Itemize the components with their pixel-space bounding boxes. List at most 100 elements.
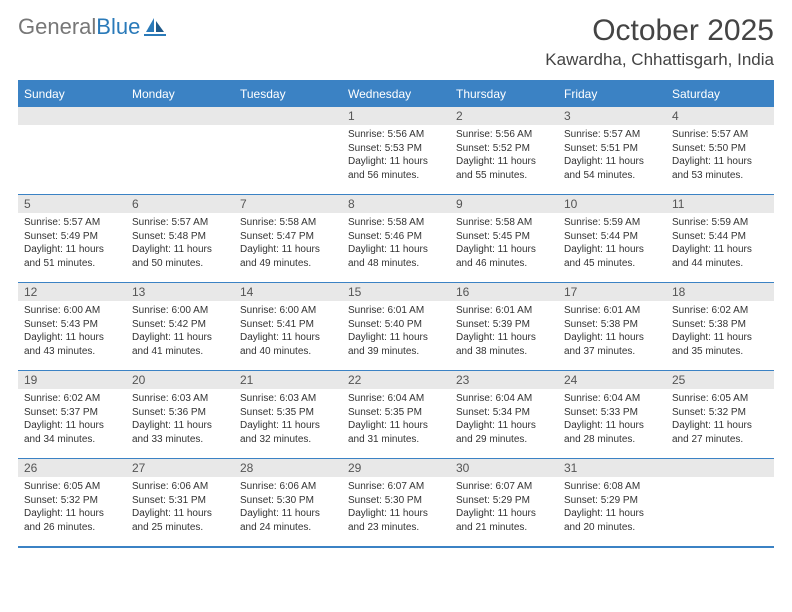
day-number: 22 [342,371,450,389]
calendar-day-cell [126,107,234,195]
sunset-text: Sunset: 5:45 PM [456,230,552,244]
sunset-text: Sunset: 5:32 PM [24,494,120,508]
daylight-text: Daylight: 11 hours and 44 minutes. [672,243,768,270]
day-details: Sunrise: 6:04 AMSunset: 5:34 PMDaylight:… [450,389,558,450]
sunset-text: Sunset: 5:38 PM [672,318,768,332]
day-number: 28 [234,459,342,477]
sunset-text: Sunset: 5:52 PM [456,142,552,156]
day-details: Sunrise: 6:06 AMSunset: 5:31 PMDaylight:… [126,477,234,538]
daylight-text: Daylight: 11 hours and 45 minutes. [564,243,660,270]
sunset-text: Sunset: 5:51 PM [564,142,660,156]
sunrise-text: Sunrise: 5:58 AM [348,216,444,230]
daylight-text: Daylight: 11 hours and 49 minutes. [240,243,336,270]
day-number: 16 [450,283,558,301]
day-number: 4 [666,107,774,125]
day-number: 15 [342,283,450,301]
calendar-day-cell: 7Sunrise: 5:58 AMSunset: 5:47 PMDaylight… [234,195,342,283]
day-details: Sunrise: 6:03 AMSunset: 5:36 PMDaylight:… [126,389,234,450]
day-details: Sunrise: 5:57 AMSunset: 5:51 PMDaylight:… [558,125,666,186]
day-header: Thursday [450,81,558,107]
sunrise-text: Sunrise: 6:02 AM [24,392,120,406]
day-number: 7 [234,195,342,213]
day-number: 26 [18,459,126,477]
daylight-text: Daylight: 11 hours and 32 minutes. [240,419,336,446]
daylight-text: Daylight: 11 hours and 38 minutes. [456,331,552,358]
sunset-text: Sunset: 5:50 PM [672,142,768,156]
calendar-table: SundayMondayTuesdayWednesdayThursdayFrid… [18,80,774,548]
sunrise-text: Sunrise: 6:02 AM [672,304,768,318]
calendar-day-cell: 15Sunrise: 6:01 AMSunset: 5:40 PMDayligh… [342,283,450,371]
sunrise-text: Sunrise: 6:07 AM [456,480,552,494]
sunset-text: Sunset: 5:35 PM [348,406,444,420]
sunset-text: Sunset: 5:41 PM [240,318,336,332]
day-number [18,107,126,125]
daylight-text: Daylight: 11 hours and 26 minutes. [24,507,120,534]
sunrise-text: Sunrise: 6:04 AM [456,392,552,406]
day-header: Sunday [18,81,126,107]
sunset-text: Sunset: 5:33 PM [564,406,660,420]
calendar-week-row: 5Sunrise: 5:57 AMSunset: 5:49 PMDaylight… [18,195,774,283]
sunset-text: Sunset: 5:46 PM [348,230,444,244]
sunrise-text: Sunrise: 5:56 AM [348,128,444,142]
day-number: 24 [558,371,666,389]
day-details: Sunrise: 6:01 AMSunset: 5:39 PMDaylight:… [450,301,558,362]
calendar-week-row: 19Sunrise: 6:02 AMSunset: 5:37 PMDayligh… [18,371,774,459]
day-details: Sunrise: 5:59 AMSunset: 5:44 PMDaylight:… [666,213,774,274]
daylight-text: Daylight: 11 hours and 31 minutes. [348,419,444,446]
sunrise-text: Sunrise: 6:03 AM [132,392,228,406]
day-header: Saturday [666,81,774,107]
calendar-day-cell: 30Sunrise: 6:07 AMSunset: 5:29 PMDayligh… [450,459,558,547]
calendar-day-cell [666,459,774,547]
calendar-day-cell: 5Sunrise: 5:57 AMSunset: 5:49 PMDaylight… [18,195,126,283]
sunrise-text: Sunrise: 6:04 AM [564,392,660,406]
logo-text-blue: Blue [96,14,140,40]
day-details: Sunrise: 6:00 AMSunset: 5:43 PMDaylight:… [18,301,126,362]
month-title: October 2025 [545,14,774,48]
day-number: 20 [126,371,234,389]
day-details: Sunrise: 6:04 AMSunset: 5:33 PMDaylight:… [558,389,666,450]
sunset-text: Sunset: 5:37 PM [24,406,120,420]
calendar-day-cell: 1Sunrise: 5:56 AMSunset: 5:53 PMDaylight… [342,107,450,195]
sunrise-text: Sunrise: 5:59 AM [672,216,768,230]
daylight-text: Daylight: 11 hours and 56 minutes. [348,155,444,182]
calendar-day-cell: 23Sunrise: 6:04 AMSunset: 5:34 PMDayligh… [450,371,558,459]
logo-text-general: General [18,14,96,40]
calendar-day-cell: 10Sunrise: 5:59 AMSunset: 5:44 PMDayligh… [558,195,666,283]
calendar-day-cell: 3Sunrise: 5:57 AMSunset: 5:51 PMDaylight… [558,107,666,195]
day-details: Sunrise: 5:57 AMSunset: 5:49 PMDaylight:… [18,213,126,274]
day-number: 6 [126,195,234,213]
day-details: Sunrise: 6:03 AMSunset: 5:35 PMDaylight:… [234,389,342,450]
calendar-day-cell: 13Sunrise: 6:00 AMSunset: 5:42 PMDayligh… [126,283,234,371]
day-number: 11 [666,195,774,213]
day-details: Sunrise: 6:01 AMSunset: 5:40 PMDaylight:… [342,301,450,362]
sunrise-text: Sunrise: 6:08 AM [564,480,660,494]
logo: GeneralBlue [18,14,166,40]
sunrise-text: Sunrise: 5:57 AM [24,216,120,230]
day-number: 8 [342,195,450,213]
calendar-day-cell: 18Sunrise: 6:02 AMSunset: 5:38 PMDayligh… [666,283,774,371]
calendar-day-cell: 4Sunrise: 5:57 AMSunset: 5:50 PMDaylight… [666,107,774,195]
daylight-text: Daylight: 11 hours and 34 minutes. [24,419,120,446]
calendar-day-cell: 14Sunrise: 6:00 AMSunset: 5:41 PMDayligh… [234,283,342,371]
day-details: Sunrise: 6:08 AMSunset: 5:29 PMDaylight:… [558,477,666,538]
logo-sail-icon [144,18,166,36]
day-number: 5 [18,195,126,213]
sunrise-text: Sunrise: 6:04 AM [348,392,444,406]
day-number: 12 [18,283,126,301]
day-number: 14 [234,283,342,301]
calendar-day-cell [234,107,342,195]
sunrise-text: Sunrise: 5:58 AM [240,216,336,230]
sunset-text: Sunset: 5:43 PM [24,318,120,332]
sunset-text: Sunset: 5:32 PM [672,406,768,420]
day-details: Sunrise: 6:06 AMSunset: 5:30 PMDaylight:… [234,477,342,538]
sunset-text: Sunset: 5:49 PM [24,230,120,244]
daylight-text: Daylight: 11 hours and 48 minutes. [348,243,444,270]
sunrise-text: Sunrise: 5:56 AM [456,128,552,142]
calendar-day-cell [18,107,126,195]
sunrise-text: Sunrise: 6:07 AM [348,480,444,494]
daylight-text: Daylight: 11 hours and 41 minutes. [132,331,228,358]
day-details: Sunrise: 6:05 AMSunset: 5:32 PMDaylight:… [18,477,126,538]
calendar-day-cell: 2Sunrise: 5:56 AMSunset: 5:52 PMDaylight… [450,107,558,195]
day-number: 25 [666,371,774,389]
sunrise-text: Sunrise: 6:00 AM [240,304,336,318]
